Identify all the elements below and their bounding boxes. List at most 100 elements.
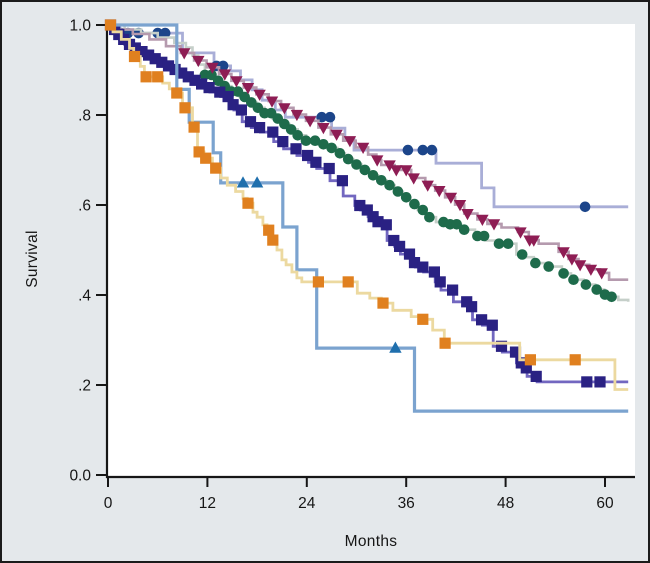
series-indigo-squares-censor-marker [380, 219, 392, 231]
series-indigo-squares-censor-marker [203, 82, 215, 94]
series-maroon-triangles-censor-marker [565, 254, 579, 266]
series-green-circles-censor-marker [493, 238, 505, 249]
series-indigo-squares-censor-marker [594, 376, 606, 388]
series-indigo-squares-censor-marker [530, 370, 542, 382]
series-blue-triangles-censor-marker [389, 341, 402, 353]
series-green-circles-censor-marker [384, 179, 395, 191]
series-green-circles-censor-marker [516, 249, 528, 260]
series-indigo-squares-censor-marker [447, 284, 459, 296]
series-green-circles-censor-marker [458, 224, 470, 235]
series-navy-circles-censor-marker [426, 144, 438, 156]
series-maroon-triangles-censor-marker [527, 235, 540, 247]
series-indigo-squares-censor-marker [222, 91, 234, 103]
series-maroon-triangles-censor-marker [230, 76, 243, 88]
series-navy-circles-censor-marker [324, 111, 336, 123]
series-orange-squares-censor-marker [193, 146, 205, 158]
series-blue-triangles-censor-marker [250, 176, 264, 188]
series-indigo-squares-censor-marker [323, 162, 335, 175]
series-maroon-triangles-censor-marker [433, 186, 446, 198]
series-orange-squares-censor-marker [179, 102, 191, 114]
series-blue-triangles-line [108, 23, 629, 413]
series-green-circles-censor-marker [326, 142, 337, 154]
series-indigo-squares-censor-marker [408, 257, 421, 269]
series-indigo-squares-censor-marker [290, 143, 302, 155]
series-navy-circles-censor-marker [159, 27, 171, 39]
series-maroon-triangles-censor-marker [584, 264, 598, 276]
plot-area [107, 24, 635, 477]
y-tick-label: .6 [78, 198, 91, 215]
series-orange-squares-censor-marker [152, 71, 164, 83]
series-green-circles-censor-marker [451, 219, 463, 230]
x-tick-label: 60 [596, 495, 614, 512]
series-indigo-squares-censor-marker [136, 46, 148, 58]
series-indigo-squares-censor-marker [466, 301, 478, 313]
series-indigo-squares-censor-marker [244, 116, 257, 128]
series-orange-squares-censor-marker [128, 50, 141, 63]
series-maroon-triangles-censor-marker [317, 123, 330, 135]
series-indigo-squares-censor-marker [336, 175, 348, 187]
series-green-circles-censor-marker [309, 135, 321, 146]
series-indigo-squares-censor-marker [235, 104, 247, 116]
series-green-circles-censor-marker [367, 170, 379, 181]
series-indigo-squares-censor-marker [267, 126, 279, 138]
series-maroon-triangles-censor-marker [557, 247, 570, 259]
series-maroon-triangles-censor-marker [487, 219, 501, 231]
series-indigo-squares-censor-marker [214, 86, 226, 98]
series-navy-circles-censor-marker [579, 201, 591, 213]
series-green-circles-censor-marker [342, 153, 354, 165]
series-maroon-triangles-censor-marker [421, 180, 434, 192]
series-indigo-squares-censor-marker [354, 199, 366, 212]
series-green-circles-censor-marker [558, 268, 569, 279]
series-orange-squares-censor-marker [188, 121, 200, 133]
series-indigo-squares-censor-marker [486, 319, 498, 331]
series-maroon-triangles-censor-marker [241, 83, 255, 95]
y-axis-title: Survival [24, 230, 41, 288]
series-maroon-triangles-censor-marker [476, 214, 489, 226]
series-maroon-triangles-censor-marker [383, 160, 396, 172]
series-orange-squares-censor-marker [439, 337, 451, 349]
x-tick-label: 24 [298, 495, 316, 512]
series-navy-circles-censor-marker [217, 60, 229, 72]
series-maroon-triangles-censor-marker [407, 173, 420, 185]
series-maroon-triangles-censor-marker [356, 142, 370, 154]
series-orange-squares-censor-marker [569, 354, 581, 366]
series-indigo-squares-censor-marker [149, 53, 161, 65]
series-maroon-triangles-censor-marker [278, 103, 291, 115]
series-maroon-triangles-censor-marker [595, 268, 608, 280]
y-tick-label: 1.0 [69, 18, 91, 35]
y-tick-label: .8 [78, 108, 91, 125]
series-maroon-triangles-censor-marker [400, 165, 413, 177]
x-tick-label: 48 [497, 495, 514, 512]
series-maroon-triangles-censor-marker [303, 116, 317, 128]
series-indigo-squares-censor-marker [417, 261, 429, 273]
series-indigo-squares-censor-marker [196, 78, 208, 90]
series-green-circles-censor-marker [376, 175, 387, 186]
series-navy-circles-censor-marker [417, 144, 429, 156]
series-green-circles-censor-marker [591, 284, 602, 295]
series-orange-squares-censor-marker [242, 197, 254, 209]
series-indigo-squares-censor-marker [361, 204, 373, 216]
series-indigo-squares-censor-marker [509, 346, 522, 358]
series-indigo-squares-censor-marker [254, 122, 266, 134]
series-indigo-squares-censor-marker [176, 67, 188, 79]
series-orange-squares-censor-marker [267, 234, 279, 246]
series-orange-squares-censor-marker [140, 71, 152, 83]
series-orange-squares-censor-marker [104, 19, 117, 31]
series-indigo-squares-censor-marker [581, 376, 593, 388]
series-maroon-triangles-censor-marker [330, 129, 343, 141]
series-indigo-squares-censor-marker [394, 240, 406, 252]
series-green-circles-censor-marker [300, 135, 312, 146]
y-tick-label: 0.0 [69, 468, 91, 485]
series-green-circles-censor-marker [392, 186, 404, 197]
series-orange-squares-censor-marker [171, 87, 183, 99]
series-indigo-squares-censor-marker [434, 276, 446, 288]
series-maroon-triangles-censor-marker [192, 55, 205, 68]
series-green-circles-censor-marker [606, 291, 617, 303]
series-indigo-squares-censor-marker [189, 74, 201, 86]
series-maroon-triangles-censor-marker [390, 165, 403, 177]
series-orange-squares-censor-marker [342, 276, 354, 288]
series-indigo-squares-censor-marker [310, 156, 322, 168]
series-indigo-squares-censor-marker [495, 340, 508, 352]
series-indigo-squares-censor-marker [227, 99, 239, 111]
